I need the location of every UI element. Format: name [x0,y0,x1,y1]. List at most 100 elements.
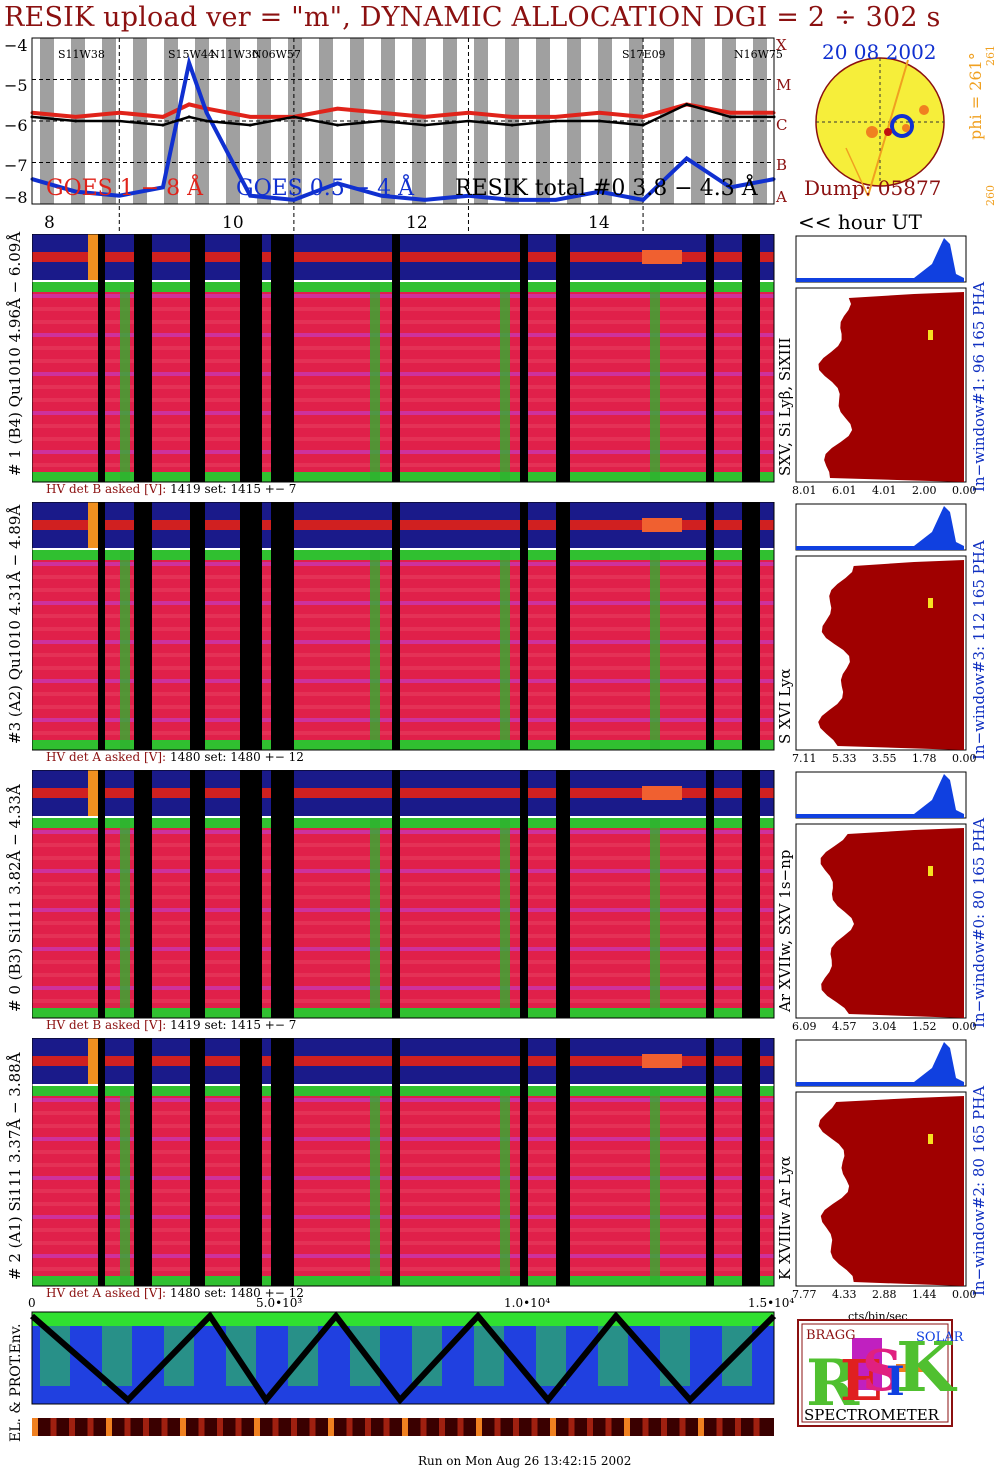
channel-spectrum [795,503,967,751]
spectrogram-row [32,1228,774,1232]
spectrum-xtick: 0.00 [952,484,977,497]
spectrogram-row [32,588,774,592]
spectrogram-row [32,627,774,631]
spectrum-xtick: 6.09 [792,1020,817,1033]
gap-stripe [556,770,570,1018]
logo-spectrometer: SPECTROMETER [804,1406,939,1424]
series-point [641,115,645,119]
spectrogram-row [32,947,774,951]
env-label: EL. & PROT.Env. [8,1323,24,1442]
series-point [466,111,470,115]
gap-stripe [190,770,205,1018]
env-colorbar-cell [679,1418,686,1436]
spectrogram-row [32,411,774,415]
flare-tag: S15W44 [168,48,215,61]
series-point [685,156,689,160]
spectrogram-frame [32,234,775,483]
spectrogram-row [32,895,774,899]
series-point [336,107,340,111]
spectrum-xtick: 7.11 [792,752,817,765]
spectrogram-row [32,1241,774,1245]
series-point [248,194,252,198]
series-point [248,123,252,127]
env-colorbar-cell [365,1418,371,1436]
spectrogram-row [32,1124,774,1128]
spectrogram-row [32,718,774,722]
spectrum-xtick: 5.33 [832,752,857,765]
env-xtick: 1.5•10⁴ [748,1296,795,1310]
logo-letter: K [896,1328,956,1408]
spectrogram-row [32,1267,774,1271]
window-marker [928,1134,933,1144]
spectrogram-row [32,359,774,363]
gap-stripe [520,502,528,750]
spectrogram-row [32,437,774,441]
series-point [466,119,470,123]
series-point [379,194,383,198]
hv-readout: HV det A asked [V]: 1480 set: 1480 +− 12 [46,750,304,764]
spectrogram-row [32,614,774,618]
env-colorbar-cell [198,1418,205,1436]
hv-asked: 1480 [169,750,201,764]
gap-stripe [742,234,760,482]
series-point [161,123,165,127]
series-point [117,111,121,115]
channel-block: # 0 (B3) Si111 3.82Å − 4.33Å Ar XVIIw, S… [0,766,1004,1036]
spectrogram-edge [32,1086,774,1096]
spectrogram-row [32,307,774,311]
series-point [205,111,209,115]
gap-stripe [742,502,760,750]
env-colorbar-cell [531,1418,538,1436]
spectrogram-row [32,1176,774,1180]
spectrogram-row [32,869,774,873]
env-band [474,1326,504,1386]
goes-class-label: C [776,116,788,134]
spectrum-xtick: 7.77 [792,1288,817,1301]
channel-line-label: SXV, Si Lyβ, SiXIII [776,337,794,476]
spectrogram-row [32,640,774,644]
spectrogram-row [32,999,774,1003]
env-colorbar-cell [716,1418,723,1436]
pha-histogram [796,1042,964,1086]
hv-label: HV det A asked [V]: [46,750,167,764]
channel-window-label: In−window#2: 80 165 PHA [970,1085,988,1296]
env-band [536,1326,566,1386]
spectrum-xtick: 0.00 [952,1020,977,1033]
series-point [510,198,514,202]
series-point [117,194,121,198]
series-point [292,198,296,202]
gap-stripe [742,1038,760,1286]
hv-label: HV det B asked [V]: [46,482,167,496]
channel-spectrum [795,771,967,1019]
channel-spectrum [795,235,967,483]
goes-xtick: 14 [588,213,610,233]
series-point [161,115,165,119]
channel-line-label: S XVI Lyα [776,668,794,744]
channel-block: # 1 (B4) Qu1010 4.96Å − 6.09Å SXV, Si Ly… [0,230,1004,500]
goes-x-unit: << hour UT [798,210,922,234]
green-stripe [120,550,130,750]
env-colorbar-cell [180,1418,186,1436]
green-stripe [500,818,510,1018]
hv-dev: 7 [288,1018,297,1032]
gap-stripe [706,502,714,750]
spectrogram-edge [32,550,774,560]
goes-class-label: X [776,36,787,54]
light-curve-band [32,520,774,530]
gap-stripe [98,770,105,1018]
hv-readout: HV det B asked [V]: 1419 set: 1415 +− 7 [46,482,296,496]
hv-pm: +− [264,750,285,764]
series-point [379,111,383,115]
env-colorbar-cell [439,1418,445,1436]
spectrogram-frame [32,1038,775,1287]
spectrogram-row [32,450,774,454]
env-colorbar-cell [291,1418,297,1436]
series-point [597,190,601,194]
series-point [292,115,296,119]
series-point [74,119,78,123]
spectrum-xtick: 3.55 [872,752,897,765]
channel-spectrogram [32,502,775,751]
series-point [728,185,732,189]
flare-band [88,1038,98,1084]
hv-set: 1415 [230,482,261,496]
